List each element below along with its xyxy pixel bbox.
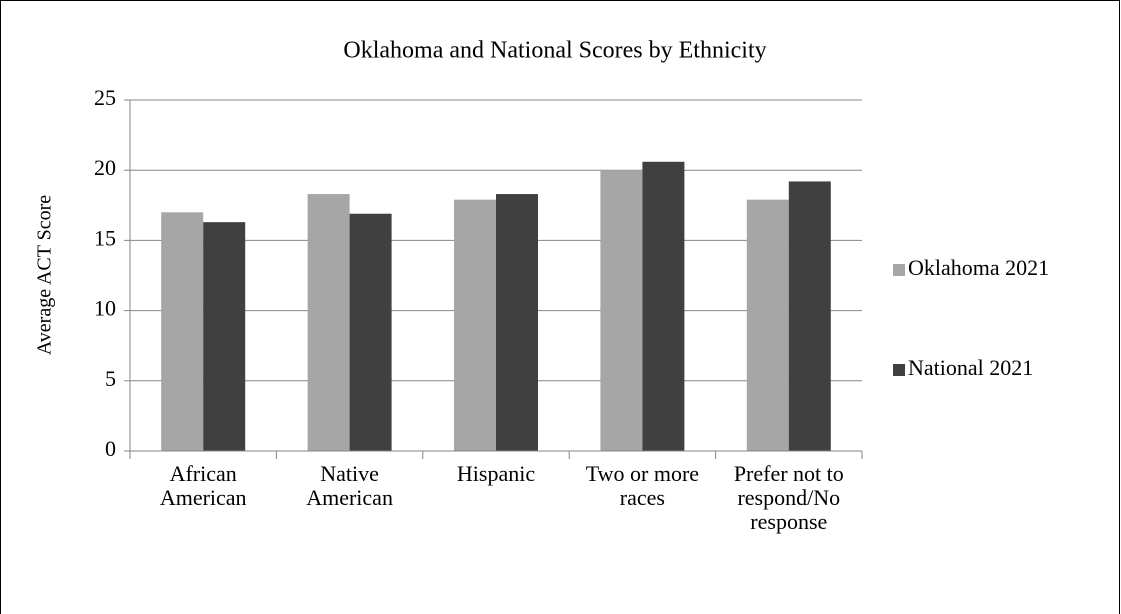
bar [496,194,538,451]
bar [349,213,392,451]
x-tick-label: Two or more races [585,461,700,510]
y-tick-label: 25 [94,85,116,110]
y-tick-label: 20 [94,155,116,180]
x-tick-label: Hispanic [456,461,536,486]
bar [203,222,246,451]
y-tick-label: 0 [105,436,116,461]
chart-title: Oklahoma and National Scores by Ethnicit… [343,38,766,64]
bar [746,199,789,451]
y-tick-label: 15 [94,225,116,250]
legend-label: Oklahoma 2021 [908,255,1049,280]
x-tick-label: African American [159,461,247,510]
x-tick-label: Prefer not to respond/No response [733,461,844,534]
y-axis-label: Average ACT Score [34,195,56,355]
bar [307,194,350,451]
bar [161,212,204,451]
y-tick-label: 5 [105,366,116,391]
bar [600,170,643,451]
bar [788,181,831,451]
legend-label: National 2021 [908,355,1033,380]
x-tick-label: Native American [306,461,393,510]
y-tick-label: 10 [94,296,116,321]
legend-swatch [893,364,905,376]
bar [454,199,496,451]
bar [642,161,685,451]
legend-swatch [893,264,905,276]
